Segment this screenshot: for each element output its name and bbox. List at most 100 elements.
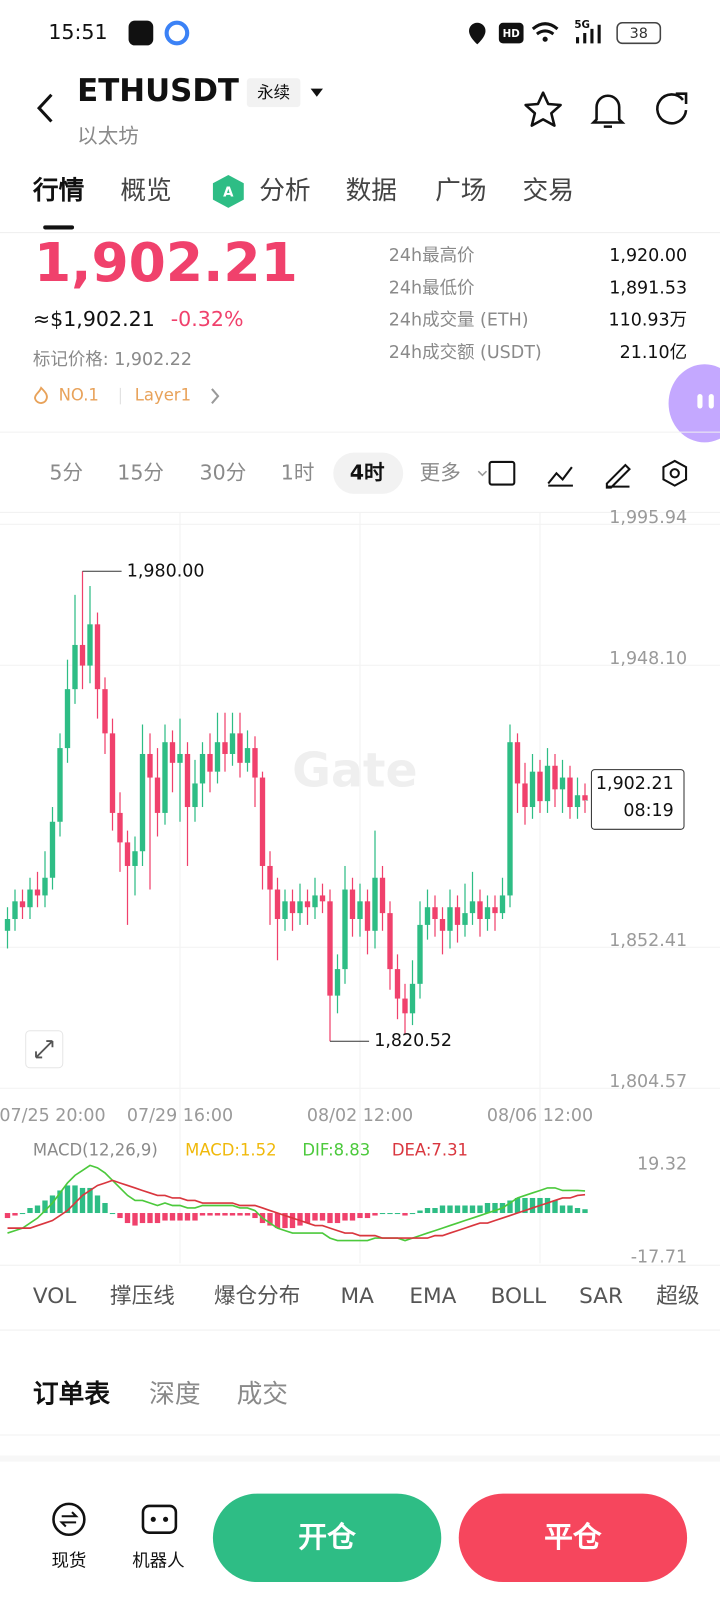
macd-bar xyxy=(87,1187,93,1214)
settings-icon[interactable] xyxy=(662,459,688,487)
stat-value: 110.93万 xyxy=(608,311,687,331)
tab[interactable]: 交易 xyxy=(523,176,574,206)
interval[interactable]: 30分 xyxy=(200,460,247,484)
candle-body xyxy=(147,753,153,778)
candle-body xyxy=(529,771,536,808)
indicator-tab[interactable]: 撑压线 xyxy=(110,1284,175,1309)
interval[interactable]: 5分 xyxy=(49,460,83,484)
candle-body xyxy=(364,901,371,931)
candle-body xyxy=(19,901,26,908)
chart-tool-icon[interactable] xyxy=(488,460,516,486)
alert-icon[interactable] xyxy=(590,94,626,128)
indicator-tab[interactable]: EMA xyxy=(409,1284,456,1309)
macd-bar xyxy=(162,1213,168,1221)
interval[interactable]: 4时 xyxy=(350,460,385,484)
candle-body xyxy=(492,907,498,914)
countdown: 08:19 xyxy=(623,801,673,821)
open-button[interactable] xyxy=(212,1493,442,1583)
candle-body xyxy=(342,889,348,970)
indicator-tab[interactable]: BOLL xyxy=(491,1284,546,1309)
more-caret xyxy=(477,470,488,477)
indicator-tab[interactable]: 爆仓分布 xyxy=(214,1284,300,1309)
candle-body xyxy=(544,765,551,802)
candle-body xyxy=(477,901,483,920)
candle-body xyxy=(327,901,333,996)
candle-body xyxy=(57,748,63,822)
macd-bar xyxy=(409,1213,416,1215)
interval[interactable]: 1时 xyxy=(281,460,315,484)
intervals: 5分 15分 30分 1时 4时 更多 xyxy=(49,460,460,484)
candle-body xyxy=(42,877,48,896)
candle-body xyxy=(304,901,311,908)
macd-bar xyxy=(507,1200,513,1214)
indicator-tool-icon[interactable] xyxy=(547,466,573,487)
bot-label[interactable]: 机器人 xyxy=(132,1551,184,1571)
macd-line xyxy=(7,1164,586,1242)
tab[interactable]: 数据 xyxy=(346,176,397,206)
tab[interactable]: 概览 xyxy=(120,176,171,206)
candle-body xyxy=(469,901,476,914)
contract-type: 永续 xyxy=(257,83,290,102)
candle-body xyxy=(72,644,78,690)
draw-tool-icon[interactable] xyxy=(605,463,631,489)
mark-price: 标记价格: 1,902.22 xyxy=(33,350,192,370)
stat-value: 1,891.53 xyxy=(609,278,687,298)
rank-tag[interactable]: NO.1 xyxy=(59,386,99,405)
ai-icon xyxy=(212,174,244,208)
stat-label: 24h成交量 (ETH) xyxy=(389,311,529,331)
candle-body xyxy=(229,733,236,754)
indicator-tab[interactable]: SAR xyxy=(579,1284,623,1309)
indicator-tab[interactable]: VOL xyxy=(33,1284,76,1309)
macd-bar xyxy=(244,1213,251,1216)
indicator-tab[interactable]: MA xyxy=(340,1284,374,1309)
stat-value: 21.10亿 xyxy=(620,343,687,363)
macd-bar xyxy=(27,1208,33,1214)
order-tab[interactable]: 成交 xyxy=(237,1379,288,1409)
candle-body xyxy=(357,901,363,920)
macd-bar xyxy=(57,1190,63,1214)
tab[interactable]: 广场 xyxy=(435,176,486,206)
candle-body xyxy=(484,907,491,920)
macd-bar xyxy=(274,1213,281,1229)
bot-icon xyxy=(150,1516,156,1522)
candle-body xyxy=(424,907,431,925)
candle-body xyxy=(34,889,41,896)
indicator-tab[interactable]: 超级 xyxy=(656,1284,699,1309)
back-button[interactable] xyxy=(36,93,53,123)
settings-icon xyxy=(669,468,680,479)
candle-body xyxy=(139,753,146,852)
close-button[interactable] xyxy=(458,1493,688,1583)
interval[interactable]: 更多 xyxy=(420,460,461,484)
x-tick-label: 08/02 12:00 xyxy=(307,1106,413,1126)
favorite-icon[interactable] xyxy=(524,91,562,127)
macd-bar xyxy=(454,1205,461,1214)
contract-badge[interactable] xyxy=(246,78,301,108)
sector-tag[interactable]: Layer1 xyxy=(135,386,191,405)
candle-body xyxy=(319,895,326,902)
macd-bar xyxy=(192,1213,198,1221)
bot-icon[interactable] xyxy=(141,1504,178,1534)
spot-label[interactable]: 现货 xyxy=(51,1551,86,1571)
tab[interactable]: 行情 xyxy=(32,175,85,206)
interval[interactable]: 15分 xyxy=(117,460,164,484)
order-tab[interactable]: 深度 xyxy=(149,1379,200,1409)
floating-assistant[interactable] xyxy=(668,364,720,443)
network-text: 5G xyxy=(574,19,590,31)
candle-body xyxy=(79,644,86,666)
candle-body xyxy=(259,777,266,866)
usd-price: ≈$1,902.21 xyxy=(33,307,155,331)
candle-body xyxy=(432,907,438,920)
macd-bar xyxy=(252,1213,258,1219)
candle-body xyxy=(169,742,176,763)
order-tab[interactable]: 订单表 xyxy=(33,1379,110,1409)
dropdown-arrow[interactable] xyxy=(310,88,323,97)
macd-bar xyxy=(522,1197,528,1214)
spot-icon[interactable] xyxy=(52,1502,86,1537)
macd-bar xyxy=(169,1213,176,1221)
macd-bar xyxy=(19,1213,26,1215)
candle-body xyxy=(192,783,198,808)
macd-bar xyxy=(79,1187,86,1214)
tab[interactable]: 分析 xyxy=(259,176,310,206)
share-icon[interactable] xyxy=(656,92,688,125)
